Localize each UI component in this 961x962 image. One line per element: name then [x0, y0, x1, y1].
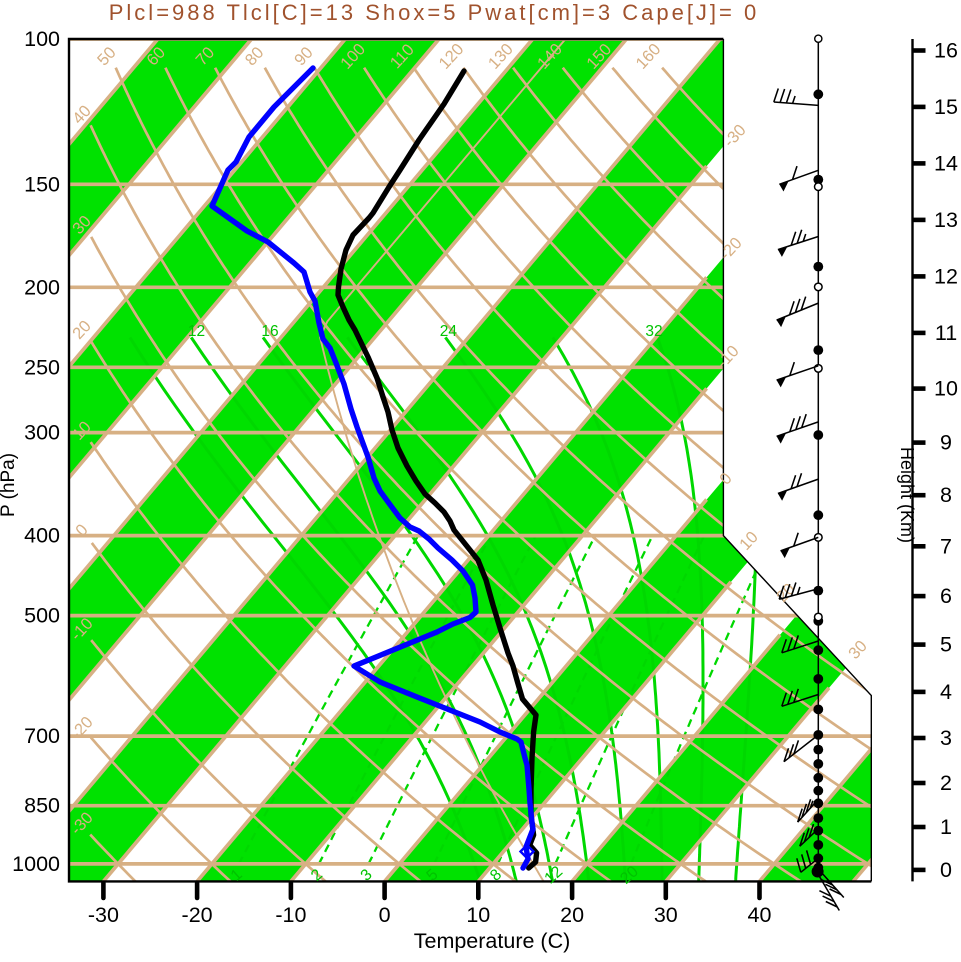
svg-text:12: 12	[188, 323, 205, 340]
svg-text:Temperature (C): Temperature (C)	[414, 929, 571, 953]
svg-text:-20: -20	[182, 903, 213, 927]
svg-text:13: 13	[934, 208, 958, 232]
svg-text:24: 24	[440, 323, 458, 340]
svg-text:9: 9	[940, 431, 952, 455]
svg-text:300: 300	[24, 421, 60, 445]
svg-text:32: 32	[645, 323, 662, 340]
svg-text:10: 10	[934, 377, 958, 401]
svg-text:1000: 1000	[12, 852, 60, 876]
svg-text:-10: -10	[275, 903, 306, 927]
svg-text:Plcl=988 Tlcl[C]=13 Shox=5 Pwa: Plcl=988 Tlcl[C]=13 Shox=5 Pwat[cm]=3 Ca…	[109, 0, 759, 25]
svg-text:1: 1	[940, 815, 952, 839]
svg-text:20: 20	[560, 903, 584, 927]
svg-text:30: 30	[654, 903, 678, 927]
svg-text:7: 7	[940, 534, 952, 558]
svg-text:15: 15	[934, 95, 958, 119]
svg-text:14: 14	[934, 151, 958, 175]
svg-text:12: 12	[934, 264, 958, 288]
svg-text:11: 11	[935, 321, 957, 345]
svg-text:-30: -30	[88, 903, 119, 927]
svg-text:2: 2	[940, 771, 952, 795]
svg-text:4: 4	[940, 680, 952, 704]
svg-text:8: 8	[940, 483, 952, 507]
svg-text:10: 10	[466, 903, 490, 927]
svg-text:16: 16	[934, 39, 958, 63]
svg-text:400: 400	[24, 524, 60, 548]
svg-text:3: 3	[940, 726, 952, 750]
svg-text:250: 250	[24, 355, 60, 379]
svg-text:Height (Km): Height (Km)	[897, 447, 917, 543]
svg-text:700: 700	[24, 724, 60, 748]
svg-text:200: 200	[24, 275, 60, 299]
svg-text:0: 0	[379, 903, 391, 927]
svg-text:40: 40	[748, 903, 772, 927]
svg-text:150: 150	[24, 172, 60, 196]
svg-text:6: 6	[940, 584, 952, 608]
svg-text:P (hPa): P (hPa)	[0, 453, 19, 517]
svg-text:850: 850	[24, 794, 60, 818]
svg-text:100: 100	[24, 27, 60, 51]
svg-text:5: 5	[940, 633, 952, 657]
svg-text:16: 16	[261, 323, 278, 340]
svg-text:500: 500	[24, 604, 60, 628]
svg-text:0: 0	[940, 858, 952, 882]
